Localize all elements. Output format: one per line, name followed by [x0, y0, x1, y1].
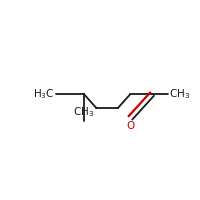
Text: CH$_3$: CH$_3$ — [73, 105, 95, 119]
Text: H$_3$C: H$_3$C — [33, 87, 54, 101]
Text: CH$_3$: CH$_3$ — [169, 87, 190, 101]
Text: O: O — [126, 121, 135, 131]
